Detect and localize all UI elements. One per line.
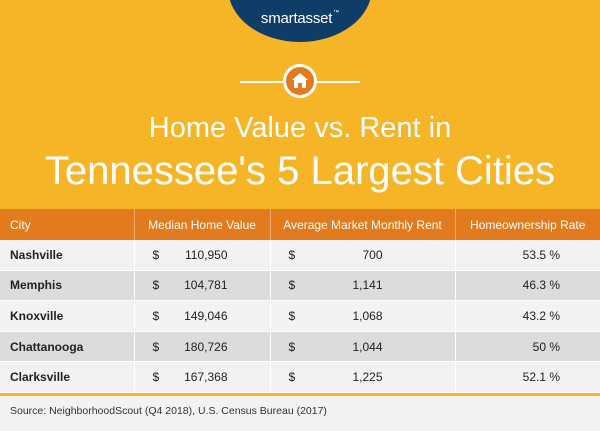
currency-symbol: $: [288, 370, 296, 385]
rent-value: 1,141: [352, 278, 383, 293]
home-value: 110,950: [185, 247, 228, 262]
currency-symbol: $: [288, 339, 296, 354]
currency-symbol: $: [288, 278, 296, 293]
rent-cell: $1,225: [270, 361, 456, 393]
data-table: City Median Home Value Average Market Mo…: [0, 209, 600, 393]
city-cell: Knoxville: [0, 300, 135, 332]
rate-cell: 46.3 %: [455, 270, 600, 302]
rent-cell: $1,044: [270, 331, 456, 363]
rent-cell: $700: [270, 240, 456, 271]
home-value-cell: $167,368: [134, 361, 271, 393]
city-cell: Memphis: [0, 270, 135, 302]
currency-symbol: $: [152, 370, 160, 385]
home-value: 104,781: [184, 278, 228, 293]
rent-value: 1,068: [352, 308, 383, 323]
currency-symbol: $: [152, 308, 160, 323]
home-value: 149,046: [184, 308, 228, 323]
rate-cell: 52.1 %: [455, 361, 600, 393]
rate-cell: 43.2 %: [455, 300, 600, 332]
rent-value: 1,225: [352, 370, 383, 385]
home-value: 180,726: [184, 339, 228, 354]
header-median-home-value: Median Home Value: [134, 209, 271, 240]
brand-logo: smartasset™: [228, 0, 372, 42]
rent-value: 1,044: [352, 339, 383, 354]
header-city: City: [0, 209, 135, 240]
trademark: ™: [333, 10, 340, 16]
city-cell: Clarksville: [0, 361, 135, 393]
rent-cell: $1,141: [270, 270, 456, 302]
rate-cell: 50 %: [455, 331, 600, 363]
table-header-row: City Median Home Value Average Market Mo…: [0, 209, 600, 240]
currency-symbol: $: [288, 247, 296, 262]
city-cell: Chattanooga: [0, 331, 135, 363]
table-row: Nashville $110,950 $700 53.5 %: [0, 240, 600, 271]
table-row: Clarksville $167,368 $1,225 52.1 %: [0, 361, 600, 393]
home-value-cell: $180,726: [134, 331, 271, 363]
currency-symbol: $: [152, 339, 160, 354]
home-value-cell: $149,046: [134, 300, 271, 332]
home-icon: [292, 73, 308, 88]
home-value: 167,368: [184, 370, 228, 385]
currency-symbol: $: [152, 247, 160, 262]
home-value-cell: $104,781: [134, 270, 271, 302]
title-line-2: Tennessee's 5 Largest Cities: [44, 149, 556, 193]
home-value-cell: $110,950: [134, 240, 271, 271]
divider-right: [316, 81, 360, 83]
home-badge: [283, 64, 317, 98]
header-homeownership-rate: Homeownership Rate: [455, 209, 600, 240]
header-average-rent: Average Market Monthly Rent: [270, 209, 456, 240]
currency-symbol: $: [152, 278, 160, 293]
title-line-1: Home Value vs. Rent in: [148, 112, 452, 144]
brand-name: smartasset™: [228, 10, 372, 27]
table-row: Knoxville $149,046 $1,068 43.2 %: [0, 300, 600, 332]
source-text: Source: NeighborhoodScout (Q4 2018), U.S…: [10, 405, 327, 417]
city-cell: Nashville: [0, 240, 135, 271]
table-row: Chattanooga $180,726 $1,044 50 %: [0, 331, 600, 363]
rent-value: 700: [362, 247, 383, 262]
source-footer: Source: NeighborhoodScout (Q4 2018), U.S…: [0, 396, 600, 431]
currency-symbol: $: [288, 308, 296, 323]
rent-cell: $1,068: [270, 300, 456, 332]
divider-left: [240, 81, 284, 83]
table-row: Memphis $104,781 $1,141 46.3 %: [0, 270, 600, 302]
brand-name-text: smartasset: [260, 10, 333, 27]
rate-cell: 53.5 %: [455, 240, 600, 271]
